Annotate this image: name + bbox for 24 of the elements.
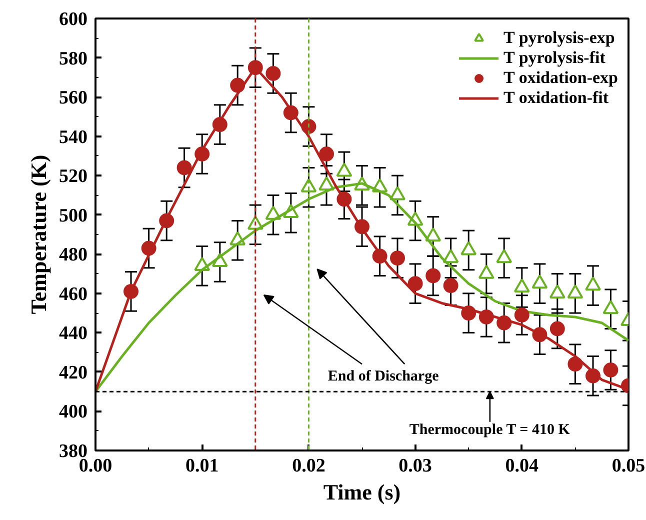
x-tick-label: 0.05 [612,456,646,476]
legend-label: T pyrolysis-fit [504,48,606,68]
legend-label: T pyrolysis-exp [504,28,615,48]
x-tick-label: 0.04 [505,456,540,476]
x-tick-label: 0.03 [398,456,432,476]
y-tick-label: 420 [59,362,88,384]
y-axis-title: Temperature (K) [26,154,51,314]
y-tick-label: 400 [59,402,88,423]
x-axis-title: Time (s) [323,480,401,504]
x-tick-label: 0.01 [185,456,219,476]
legend-label: T oxidation-exp [504,68,618,88]
annotation: Thermocouple T = 410 K [409,422,570,438]
y-tick-label: 440 [59,323,88,344]
y-tick-label: 460 [59,284,88,305]
legend-label: T oxidation-fit [504,88,609,108]
y-tick-label: 580 [59,48,88,70]
y-tick-label: 560 [59,88,88,109]
y-tick-label: 600 [59,9,88,30]
annotation: End of Discharge [328,368,440,384]
y-tick-label: 520 [59,166,88,188]
x-tick-label: 0.02 [292,456,326,476]
y-tick-label: 500 [59,205,88,226]
y-tick-label: 540 [59,126,88,148]
y-tick-label: 480 [59,244,88,266]
